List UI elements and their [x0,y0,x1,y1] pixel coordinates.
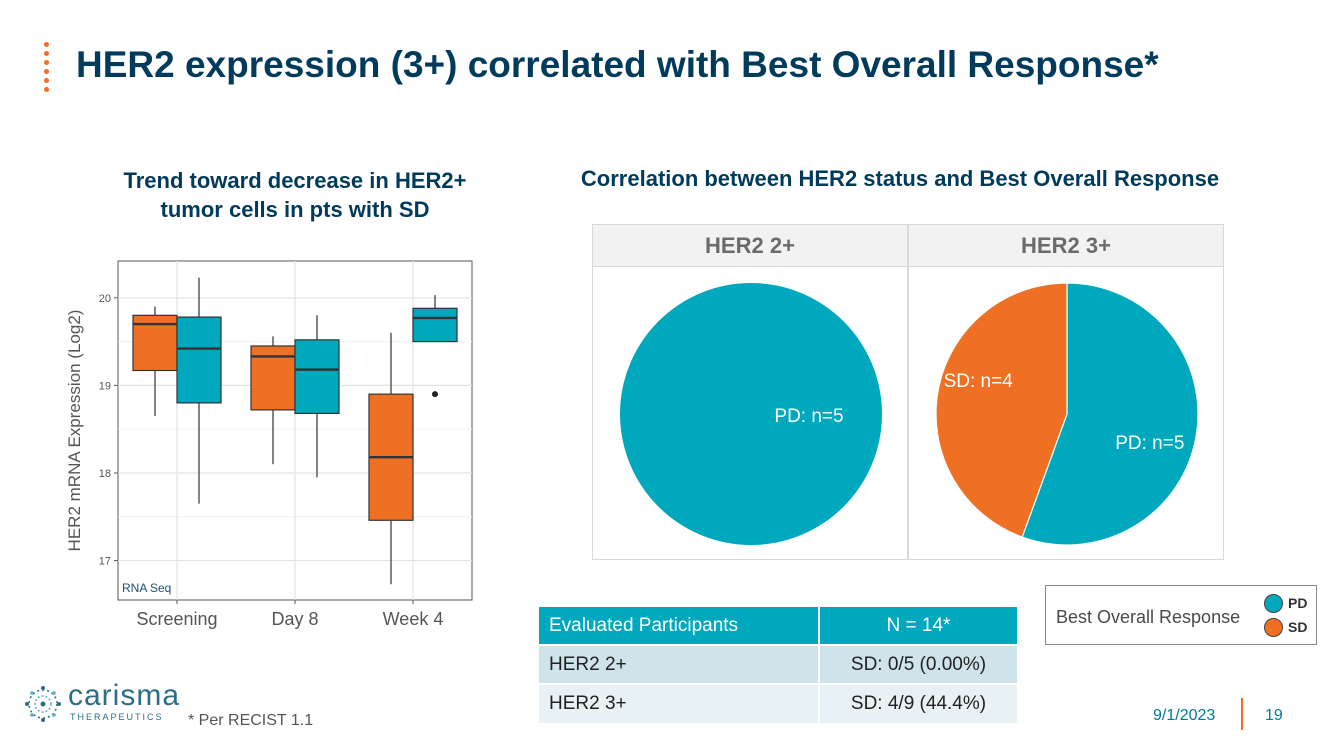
logo-mark-icon [25,686,61,722]
pie-legend: Best Overall Response PD SD [1045,585,1317,645]
legend-label-pd: PD [1288,595,1308,611]
logo-tagline: THERAPEUTICS [70,712,164,722]
title-accent-dots [44,42,50,98]
boxplot-title: Trend toward decrease in HER2+ tumor cel… [123,168,467,222]
pie-slice-sd [935,282,1068,538]
legend-swatch-pd [1264,594,1283,613]
box-pd [412,307,458,343]
legend-title: Best Overall Response [1056,607,1241,627]
table-cell: HER2 3+ [539,683,819,723]
y-tick-label: 18 [99,468,111,480]
table-header-cell: N = 14* [818,607,1017,645]
footnote: * Per RECIST 1.1 [188,712,314,729]
x-tick-label: Screening [136,609,217,629]
y-tick-label: 20 [99,293,111,305]
pie-slice-label: SD: n=4 [944,371,1014,392]
participants-table: Evaluated Participants N = 14* HER2 2+ S… [539,607,1017,723]
y-tick-label: 17 [99,556,111,568]
table-header-cell: Evaluated Participants [539,607,819,645]
table-header-row: Evaluated Participants N = 14* [539,607,1017,645]
pie-panel-header [908,224,1224,267]
table-row: HER2 2+ SD: 0/5 (0.00%) [539,644,1017,684]
y-axis-label: HER2 mRNA Expression (Log2) [65,310,84,552]
slide-date: 9/1/2023 [1153,707,1216,724]
footer-divider [1241,698,1243,730]
x-tick-label: Week 4 [383,609,444,629]
y-tick-label: 19 [99,380,111,392]
pie-slice-label: PD: n=5 [1115,433,1184,454]
legend-label-sd: SD [1288,619,1308,635]
x-tick-label: Day 8 [271,609,318,629]
box-outlier-point [432,391,438,398]
pie-slice-pd [620,283,882,545]
company-logo: carisma THERAPEUTICS [24,679,179,728]
pie-chart-panels: HER2 2+ PD: n=5 HER2 3+ PD: n=5 SD: n=4 [592,224,1224,560]
boxplot-chart: 17 18 19 20 Screening Day 8 Week 4 HER2 mRNA Ex… [65,260,473,629]
page-number: 19 [1265,707,1283,724]
slide-title: HER2 expression (3+) correlated with Bes… [76,44,1159,85]
box-pd [294,339,340,415]
table-cell: HER2 2+ [539,644,819,684]
table-cell: SD: 4/9 (44.4%) [818,683,1017,723]
pie-panel-title: HER2 3+ [1021,233,1111,258]
logo-name: carisma [68,679,181,712]
pie-panel-title: HER2 2+ [705,233,795,258]
box-pd [176,316,222,404]
pie-chart-title: Correlation between HER2 status and Best… [580,166,1220,191]
pie-slice-label: PD: n=5 [774,406,843,427]
pie-panel-header [592,224,908,267]
pie-slice-pd [1021,282,1199,546]
legend-swatch-sd [1264,618,1283,637]
table-row: HER2 3+ SD: 4/9 (44.4%) [539,683,1017,723]
table-cell: SD: 0/5 (0.00%) [818,644,1017,684]
rna-seq-annotation: RNA Seq [122,581,171,595]
